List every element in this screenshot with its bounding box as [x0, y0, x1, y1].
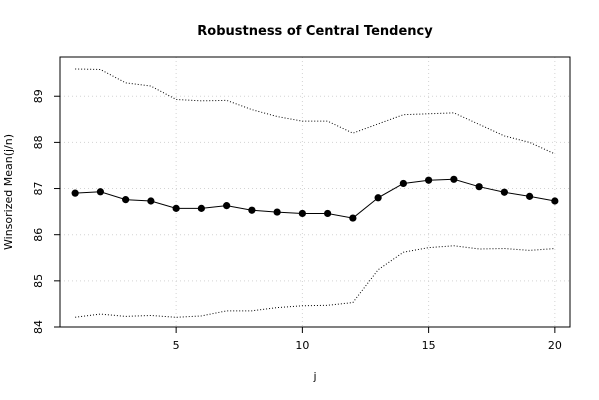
y-axis: 84 85 86 87 88 89 [32, 89, 60, 334]
data-point [450, 175, 458, 183]
x-tick-label: 15 [422, 339, 436, 352]
series-layer [71, 68, 559, 318]
chart-title: Robustness of Central Tendency [197, 24, 433, 39]
data-point [223, 202, 231, 210]
plot-frame [59, 56, 571, 328]
data-point [248, 206, 256, 214]
grid [60, 57, 570, 328]
data-point [475, 183, 483, 191]
data-point [425, 176, 433, 184]
y-tick-label: 87 [32, 182, 45, 196]
data-point [500, 188, 508, 196]
x-tick-label: 20 [548, 339, 562, 352]
y-tick-label: 84 [32, 320, 45, 334]
series-line-3 [75, 245, 555, 318]
data-point [526, 192, 534, 200]
data-point [551, 197, 559, 205]
data-point [122, 196, 130, 204]
data-point [96, 188, 104, 196]
x-tick-label: 10 [295, 339, 309, 352]
data-point [324, 209, 332, 218]
series-line-1 [75, 178, 555, 219]
data-point [273, 208, 281, 216]
data-point [172, 204, 180, 212]
data-point [71, 189, 79, 197]
x-tick-label: 5 [173, 339, 180, 352]
data-point [349, 214, 357, 222]
y-axis-label: Winsorized Mean(j/n) [2, 134, 15, 250]
x-axis: 5 10 15 20 [173, 327, 562, 352]
data-point [298, 209, 306, 218]
y-tick-label: 86 [32, 228, 45, 242]
data-point [197, 204, 205, 212]
data-point [399, 179, 407, 188]
y-tick-label: 88 [32, 135, 45, 149]
x-axis-label: j [312, 370, 316, 383]
y-tick-label: 85 [32, 274, 45, 288]
data-point [147, 197, 155, 205]
data-point [374, 194, 382, 202]
y-tick-label: 89 [32, 89, 45, 103]
series-line-2 [75, 68, 556, 155]
